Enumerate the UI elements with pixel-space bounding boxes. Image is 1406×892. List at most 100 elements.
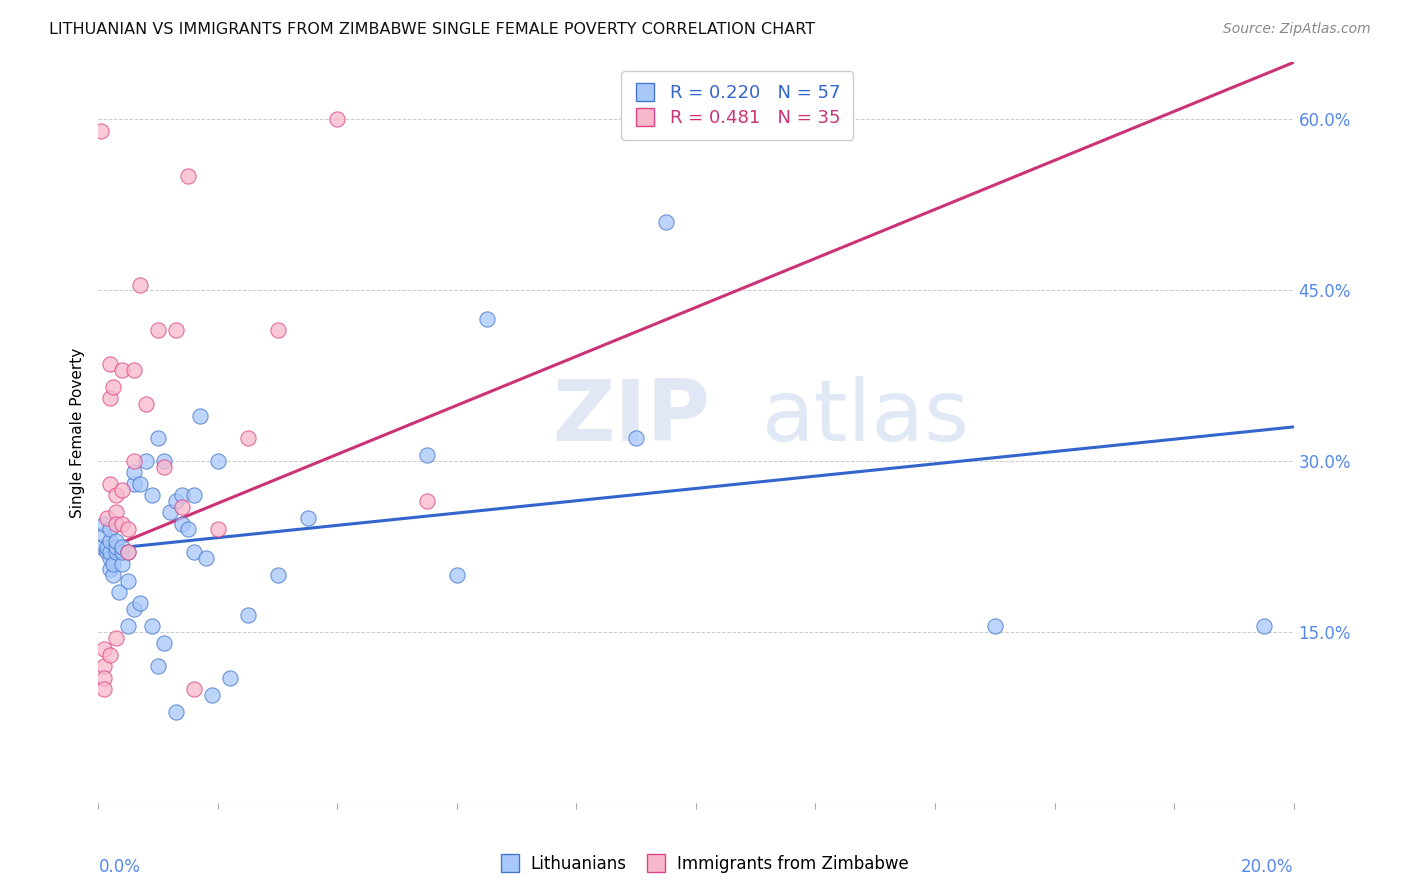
Point [96, 511, 118, 525]
Point [93, 659, 115, 673]
Point [98, 648, 122, 662]
Point [111, 557, 134, 571]
Point [111, 540, 134, 554]
Point [117, 523, 139, 537]
Point [195, 550, 218, 565]
Legend: R = 0.220   N = 57, R = 0.481   N = 35: R = 0.220 N = 57, R = 0.481 N = 35 [621, 71, 853, 140]
Point [135, 397, 157, 411]
Point [148, 431, 170, 445]
Point [117, 574, 139, 588]
Point [93, 671, 115, 685]
Point [1253, 619, 1275, 633]
Point [98, 392, 122, 406]
Point [159, 505, 181, 519]
Point [96, 540, 118, 554]
Point [98, 545, 122, 559]
Point [655, 215, 678, 229]
Point [148, 659, 170, 673]
Text: LITHUANIAN VS IMMIGRANTS FROM ZIMBABWE SINGLE FEMALE POVERTY CORRELATION CHART: LITHUANIAN VS IMMIGRANTS FROM ZIMBABWE S… [49, 22, 815, 37]
Point [148, 323, 170, 337]
Point [135, 454, 157, 468]
Point [207, 523, 229, 537]
Point [98, 562, 122, 576]
Point [105, 540, 128, 554]
Point [141, 488, 163, 502]
Text: atlas: atlas [762, 376, 970, 459]
Point [117, 545, 139, 559]
Point [416, 494, 439, 508]
Point [188, 409, 211, 423]
Point [172, 500, 194, 514]
Point [219, 671, 242, 685]
Point [165, 705, 187, 719]
Point [124, 466, 146, 480]
Point [183, 545, 205, 559]
Point [129, 277, 152, 292]
Point [98, 523, 122, 537]
Point [201, 688, 224, 702]
Point [141, 619, 163, 633]
Text: 20.0%: 20.0% [1241, 858, 1294, 876]
Point [236, 607, 259, 622]
Point [111, 545, 134, 559]
Point [236, 431, 259, 445]
Point [267, 323, 290, 337]
Point [124, 363, 146, 377]
Point [111, 363, 134, 377]
Point [108, 585, 131, 599]
Point [105, 516, 128, 531]
Point [153, 459, 176, 474]
Point [177, 523, 200, 537]
Point [183, 681, 205, 696]
Point [124, 454, 146, 468]
Point [93, 528, 115, 542]
Point [93, 642, 115, 657]
Text: Source: ZipAtlas.com: Source: ZipAtlas.com [1223, 22, 1371, 37]
Point [105, 533, 128, 548]
Point [105, 631, 128, 645]
Point [90, 124, 112, 138]
Point [103, 568, 125, 582]
Point [124, 602, 146, 616]
Point [172, 516, 194, 531]
Point [117, 545, 139, 559]
Point [177, 169, 200, 184]
Point [153, 454, 176, 468]
Point [98, 357, 122, 371]
Point [172, 488, 194, 502]
Point [207, 454, 229, 468]
Point [111, 483, 134, 497]
Point [326, 112, 349, 127]
Point [111, 516, 134, 531]
Point [165, 323, 187, 337]
Y-axis label: Single Female Poverty: Single Female Poverty [70, 348, 86, 517]
Point [984, 619, 1007, 633]
Point [475, 311, 498, 326]
Point [103, 557, 125, 571]
Point [98, 550, 122, 565]
Point [98, 476, 122, 491]
Point [96, 545, 118, 559]
Point [124, 476, 146, 491]
Point [105, 488, 128, 502]
Text: ZIP: ZIP [553, 376, 710, 459]
Point [98, 533, 122, 548]
Point [153, 636, 176, 650]
Point [416, 449, 439, 463]
Point [117, 619, 139, 633]
Point [93, 681, 115, 696]
Point [90, 540, 112, 554]
Point [165, 494, 187, 508]
Point [105, 505, 128, 519]
Point [129, 476, 152, 491]
Point [103, 380, 125, 394]
Point [129, 597, 152, 611]
Legend: Lithuanians, Immigrants from Zimbabwe: Lithuanians, Immigrants from Zimbabwe [491, 848, 915, 880]
Point [93, 516, 115, 531]
Text: 0.0%: 0.0% [98, 858, 141, 876]
Point [267, 568, 290, 582]
Point [626, 431, 648, 445]
Point [183, 488, 205, 502]
Point [446, 568, 468, 582]
Point [297, 511, 319, 525]
